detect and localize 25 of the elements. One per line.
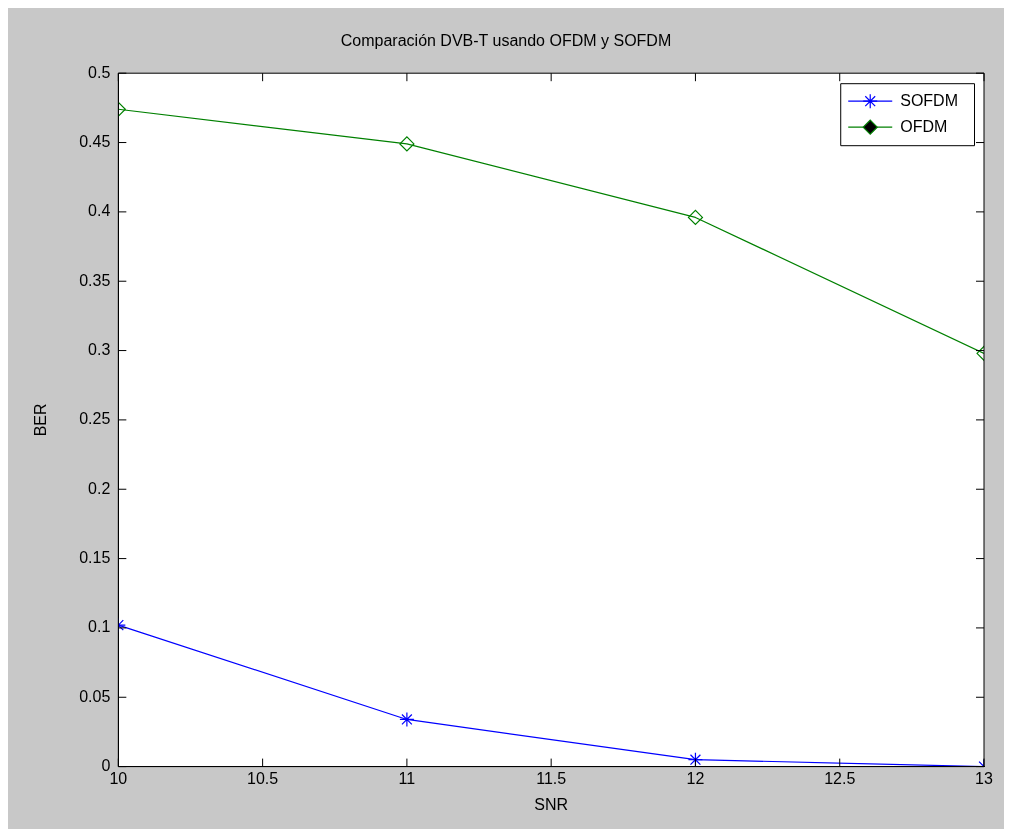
legend-label: SOFDM [900,91,959,109]
legend-label: OFDM [900,117,948,135]
x-tick-label: 13 [975,769,993,787]
x-tick-label: 11.5 [536,769,567,787]
x-tick-label: 10.5 [247,769,279,787]
y-tick-label: 0.1 [88,618,111,636]
x-tick-label: 10 [109,769,128,787]
y-tick-label: 0.5 [88,63,111,81]
y-tick-label: 0.05 [79,687,111,705]
y-tick-label: 0.3 [88,340,111,358]
y-tick-label: 0 [101,757,111,775]
y-tick-label: 0.25 [79,410,111,428]
y-tick-label: 0.15 [79,548,111,566]
y-axis-title: BER [32,403,50,437]
y-tick-label: 0.2 [88,479,111,497]
y-tick-label: 0.4 [88,202,111,220]
point [399,711,415,728]
x-axis-title: SNR [534,795,569,813]
x-tick-label: 12.5 [824,769,856,787]
point [687,752,704,767]
y-tick-label: 0.35 [79,271,111,289]
y-tick-label: 0.45 [79,132,111,150]
x-tick-label: 12 [686,769,705,787]
chart-title: Comparación DVB-T usando OFDM y SOFDM [340,32,672,50]
x-tick-label: 11 [398,769,416,787]
